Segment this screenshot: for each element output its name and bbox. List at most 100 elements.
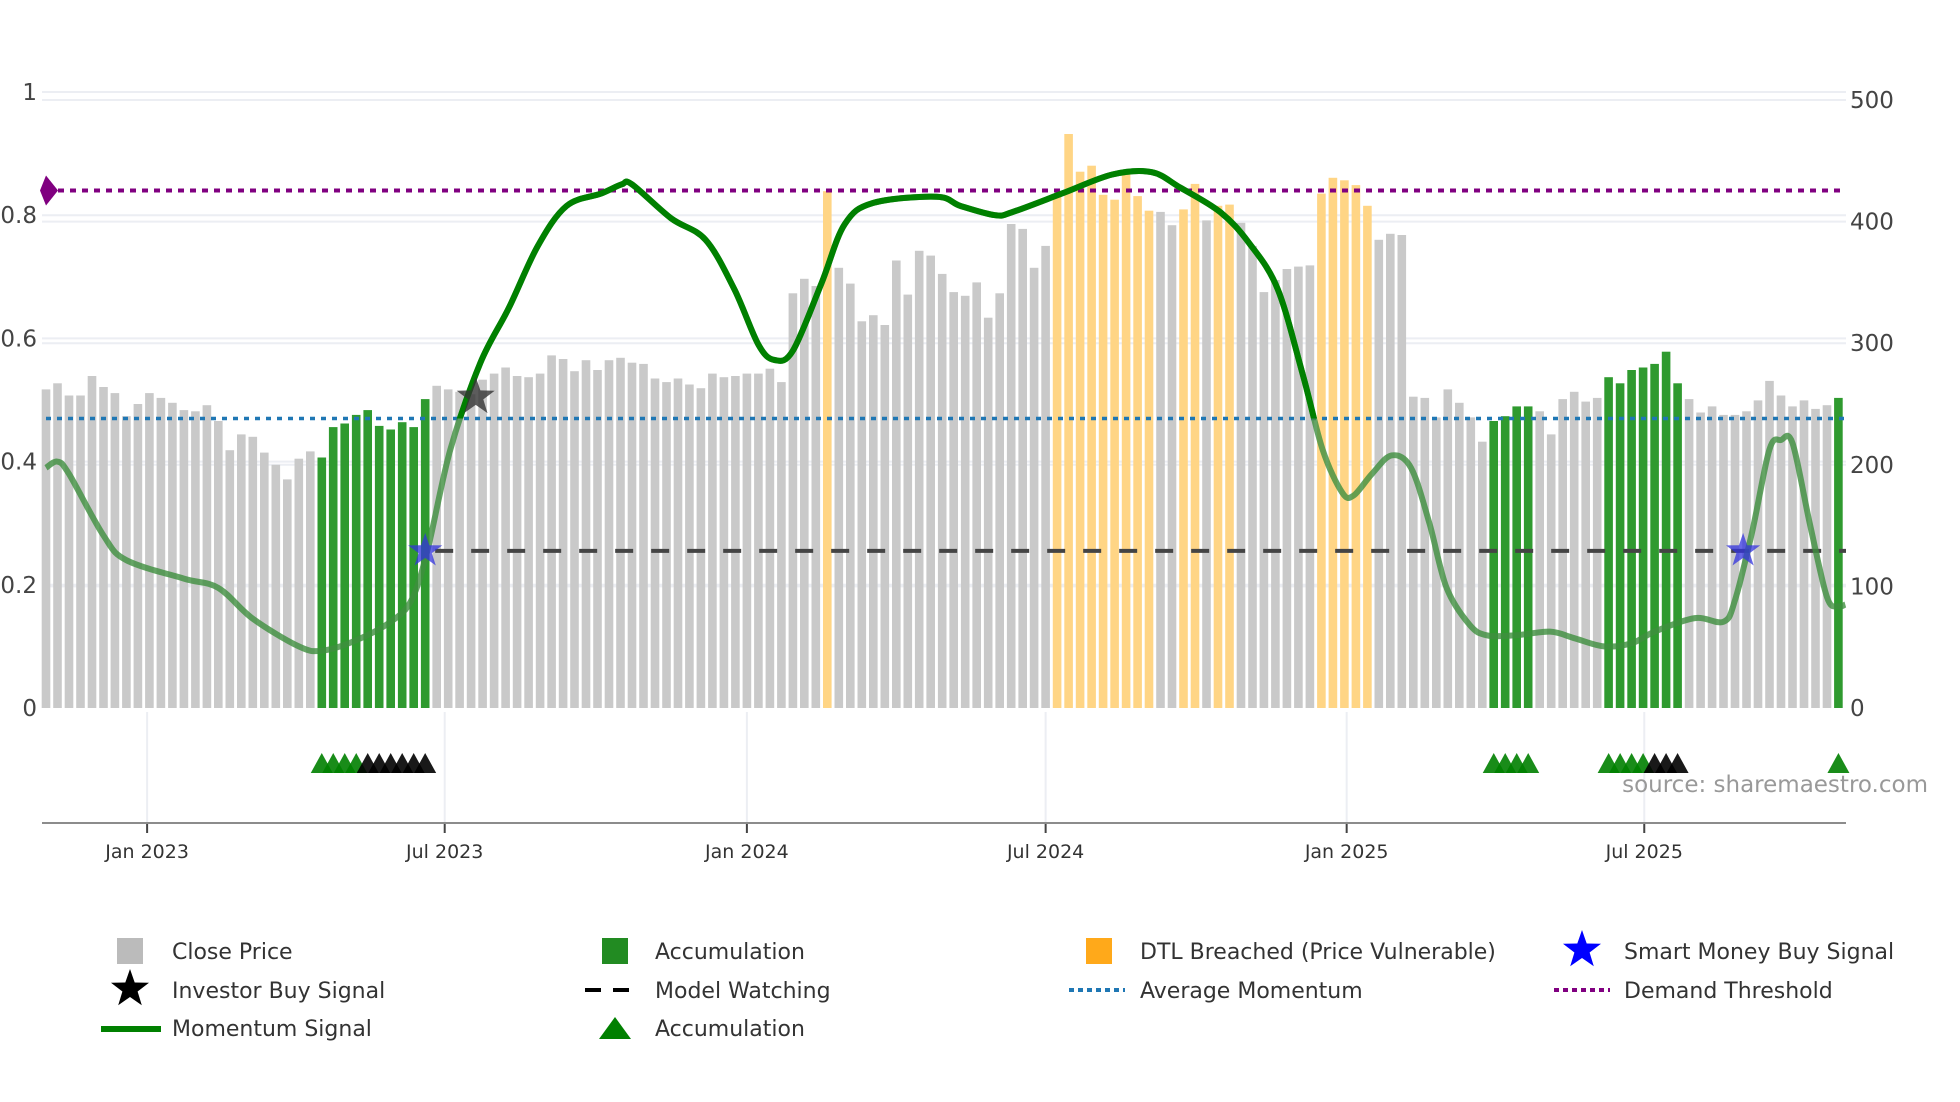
bar-accumulation [317,457,327,708]
bar-close [64,395,74,708]
bar-dtl [1064,134,1073,708]
bar-accumulation [363,410,372,708]
bar-dtl [1351,185,1361,709]
bar-close [1581,401,1590,708]
bar-close [248,436,258,708]
bar-close [1305,265,1315,708]
bar-close [1455,402,1464,708]
bar-close [1765,380,1774,708]
price-bars [41,134,1843,709]
bar-close [191,411,200,708]
bar-accumulation [1650,363,1659,708]
bar-close [903,294,913,708]
bar-close [639,363,648,708]
bar-close [558,359,568,708]
bar-close [1707,406,1717,708]
bar-close [1535,411,1544,708]
bar-close [87,376,97,708]
bar-dtl [1133,196,1142,708]
bar-close [168,402,177,708]
bar-accumulation [340,423,349,708]
bar-accumulation [1673,383,1682,708]
bar-close [1466,417,1476,708]
bar-accumulation [409,427,418,708]
bar-close [696,388,706,708]
bar-dtl [1225,204,1234,708]
bar-close [754,373,763,708]
source-label: source: sharemaestro.com [1622,772,1928,798]
bar-close [156,397,166,708]
bar-close [972,282,981,708]
bar-close [443,389,453,708]
bar-close [283,479,292,708]
bar-close [731,376,740,708]
bar-close [214,421,223,708]
bar-dtl [1363,205,1372,709]
bar-accumulation [374,425,384,708]
bar-close [742,373,752,708]
bar-close [1558,399,1567,708]
bar-close [1202,220,1211,708]
bar-close [949,292,958,708]
legend-swatch-accumulation [602,938,628,964]
bar-close [995,293,1004,708]
bar-dtl [1179,209,1188,708]
bar-close [145,393,154,708]
x-axis-tick-label: Jul 2025 [1605,841,1683,863]
bar-close [673,378,683,708]
bar-accumulation [328,427,338,708]
bar-accumulation [386,429,395,708]
bar-close [765,368,775,708]
bar-close [1282,269,1292,708]
bar-close [237,434,246,708]
bar-close [260,452,269,708]
left-axis-tick-label: 1 [22,80,37,106]
bar-close [800,278,809,708]
momentum-signal [44,167,1847,655]
x-axis-tick-label: Jan 2024 [704,841,789,863]
bar-close [719,377,729,708]
demand-threshold-diamond-marker [40,175,58,206]
bar-close [892,260,901,708]
bar-dtl [1213,205,1223,709]
legend-accumulation-triangle-icon [599,1017,631,1039]
bar-close [535,373,545,708]
bar-accumulation [1834,397,1843,708]
bar-close [857,321,867,708]
bar-accumulation [1627,370,1636,708]
bar-close [788,293,798,708]
legend-swatch-dtl-breached [1086,938,1112,964]
smart-money-buy-star-marker [408,532,443,566]
bar-close [1822,405,1832,708]
bar-close [834,267,844,708]
bar-close [570,371,579,708]
bar-close [869,315,878,708]
bar-close [1753,400,1763,708]
bar-close [1018,228,1027,708]
bar-close [455,391,464,708]
investor-buy-star-marker [456,376,495,414]
legend-label: Accumulation [655,1017,805,1042]
bar-close [1397,235,1407,708]
bar-close [41,389,51,708]
bar-close [1006,224,1016,708]
right-axis-tick-label: 500 [1850,88,1894,114]
left-axis-tick-label: 0.6 [0,326,37,352]
bar-close [1029,267,1039,708]
bar-close [604,360,614,708]
bar-accumulation [1500,416,1510,708]
bar-close [880,325,890,708]
bar-accumulation [1661,351,1671,708]
bar-close [547,355,556,708]
right-axis-tick-label: 400 [1850,210,1894,236]
bar-dtl [1110,199,1119,708]
legend-label: Close Price [172,940,293,965]
bar-close [811,286,821,708]
bar-dtl [1190,183,1200,708]
bar-close [581,360,591,708]
bar-close [627,362,637,708]
accumulation-triangle-marker [1517,753,1540,773]
bar-dtl [1121,173,1131,708]
accumulation-triangle-marker [1827,753,1850,773]
